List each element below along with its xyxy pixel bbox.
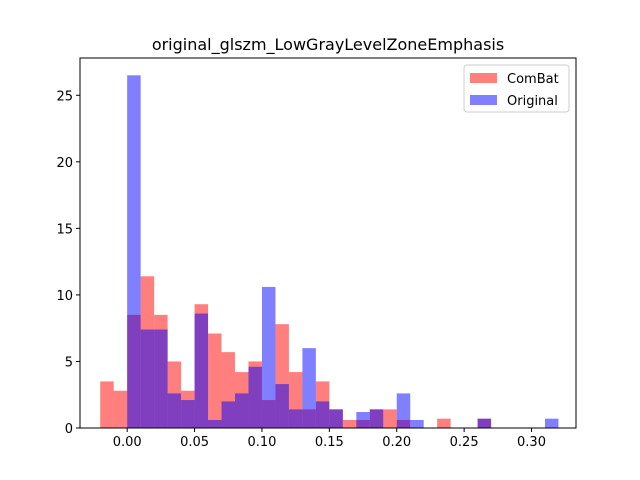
bar-combat-1 (113, 390, 128, 428)
bar-original-21 (545, 418, 559, 428)
y-tick-label: 0 (65, 422, 73, 437)
bar-original-3 (167, 393, 182, 428)
bar-original-14 (315, 401, 330, 428)
y-tick-label: 20 (56, 156, 73, 171)
bar-original-6 (208, 420, 222, 428)
x-tick-label: 0.20 (382, 435, 411, 450)
bar-combat-21 (383, 409, 397, 428)
bar-original-11 (275, 384, 289, 428)
y-tick-label: 10 (56, 289, 73, 304)
bar-original-1 (140, 329, 155, 428)
x-axis: 0.00 0.05 0.10 0.15 0.20 0.25 0.30 (113, 428, 546, 450)
bar-original-7 (221, 401, 235, 428)
x-tick-label: 0.05 (180, 435, 209, 450)
x-tick-label: 0.30 (517, 435, 546, 450)
bar-original-13 (302, 348, 316, 428)
legend-label-combat: ComBat (507, 72, 559, 87)
bar-original-5 (194, 313, 209, 428)
y-tick-label: 25 (56, 89, 73, 104)
x-tick-label: 0.10 (247, 435, 276, 450)
bar-combat-18 (342, 420, 357, 428)
bar-original-8 (235, 393, 249, 428)
plot-frame (79, 57, 577, 429)
bar-original-10 (261, 286, 276, 428)
bar-original-4 (181, 400, 195, 428)
y-tick-label: 5 (65, 355, 73, 370)
bar-original-15 (329, 409, 343, 428)
bars-group (100, 75, 559, 429)
legend-label-original: Original (507, 94, 558, 109)
bar-original-17 (369, 409, 384, 428)
y-tick-label: 15 (56, 222, 73, 237)
x-tick-label: 0.15 (315, 435, 344, 450)
chart-title: original_glszm_LowGrayLevelZoneEmphasis (152, 35, 504, 55)
y-axis: 0 5 10 15 20 25 (56, 89, 80, 437)
bar-original-18 (396, 393, 411, 428)
legend: ComBat Original (463, 64, 570, 113)
bar-original-9 (248, 366, 262, 428)
x-tick-label: 0.00 (113, 435, 142, 450)
bar-combat-0 (100, 381, 114, 428)
bar-original-19 (410, 420, 424, 428)
legend-swatch-combat (470, 73, 497, 83)
bar-combat-23 (437, 418, 451, 428)
bar-original-0 (127, 75, 141, 429)
legend-swatch-original (470, 95, 497, 105)
bar-original-12 (288, 409, 303, 428)
bar-combat-8 (208, 333, 222, 428)
bar-original-16 (356, 412, 370, 428)
x-tick-label: 0.25 (450, 435, 479, 450)
bar-original-20 (477, 418, 492, 428)
bar-original-2 (154, 329, 168, 428)
